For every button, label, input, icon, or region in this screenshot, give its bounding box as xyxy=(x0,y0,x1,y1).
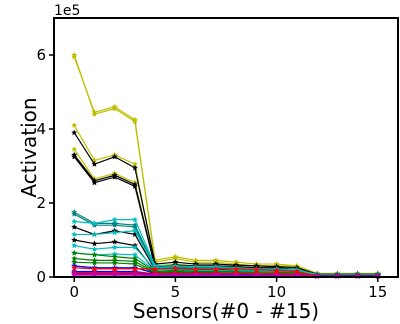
data-point xyxy=(71,242,78,249)
x-tick-label: 5 xyxy=(171,283,181,301)
data-point xyxy=(71,264,78,271)
data-point xyxy=(91,222,98,228)
data-point xyxy=(91,179,98,186)
data-point xyxy=(233,265,240,272)
data-point xyxy=(71,210,78,217)
data-point xyxy=(131,231,138,238)
data-point xyxy=(71,129,78,136)
data-point xyxy=(192,265,199,272)
y-tick-label: 2 xyxy=(36,194,46,212)
data-point xyxy=(71,255,78,262)
x-tick-label: 15 xyxy=(368,283,387,301)
plot-frame xyxy=(53,17,399,278)
data-point xyxy=(71,231,78,238)
data-point xyxy=(71,218,78,225)
data-point xyxy=(131,160,138,167)
data-point xyxy=(131,260,138,267)
data-point xyxy=(131,255,138,262)
data-point xyxy=(111,105,118,112)
data-point xyxy=(172,264,179,271)
data-point xyxy=(91,160,98,167)
x-axis-label: Sensors(#0 - #15) xyxy=(133,299,319,323)
data-point xyxy=(152,265,159,272)
data-point xyxy=(111,229,118,236)
data-point xyxy=(111,103,118,110)
data-point xyxy=(91,259,98,266)
y-tick-label: 4 xyxy=(36,120,46,138)
data-point xyxy=(91,265,98,272)
data-point xyxy=(253,266,260,273)
data-point xyxy=(111,265,118,272)
data-point xyxy=(71,259,78,265)
y-tick-label: 6 xyxy=(36,46,46,64)
data-point xyxy=(91,109,98,115)
data-point xyxy=(71,223,78,230)
data-point xyxy=(71,53,78,60)
y-tick-label: 0 xyxy=(36,268,46,286)
data-point xyxy=(131,164,138,171)
data-point xyxy=(273,267,280,273)
data-point xyxy=(131,244,138,250)
data-point xyxy=(111,238,118,245)
x-tick-label: 10 xyxy=(267,283,286,301)
series-line xyxy=(73,54,378,274)
data-point xyxy=(111,259,118,266)
data-point xyxy=(91,231,98,238)
data-point xyxy=(71,236,78,243)
data-point xyxy=(131,265,138,272)
x-tick-label: 0 xyxy=(69,283,79,301)
tick-layer: 0 5 10 15 0 2 4 6 xyxy=(36,46,387,301)
y-offset-text: 1e5 xyxy=(54,3,80,19)
data-point xyxy=(111,244,118,250)
data-point xyxy=(111,173,118,180)
data-point xyxy=(212,265,219,272)
data-point xyxy=(71,153,78,160)
data-point xyxy=(172,255,179,262)
data-point xyxy=(131,183,138,189)
data-point xyxy=(131,227,138,234)
data-point xyxy=(111,222,118,228)
data-point xyxy=(111,216,118,223)
data-point xyxy=(71,122,78,128)
data-point xyxy=(91,220,98,226)
data-point xyxy=(131,116,138,123)
data-point xyxy=(131,216,138,223)
data-point xyxy=(172,259,179,265)
y-axis-label: Activation xyxy=(17,97,41,197)
data-point xyxy=(71,249,78,256)
data-point xyxy=(111,153,118,160)
data-point xyxy=(131,223,138,230)
data-point xyxy=(131,251,138,258)
data-point xyxy=(111,253,118,260)
data-point xyxy=(91,240,98,247)
data-point xyxy=(91,251,98,258)
data-point xyxy=(71,146,78,152)
data-point xyxy=(91,111,98,117)
data-point xyxy=(91,246,98,252)
